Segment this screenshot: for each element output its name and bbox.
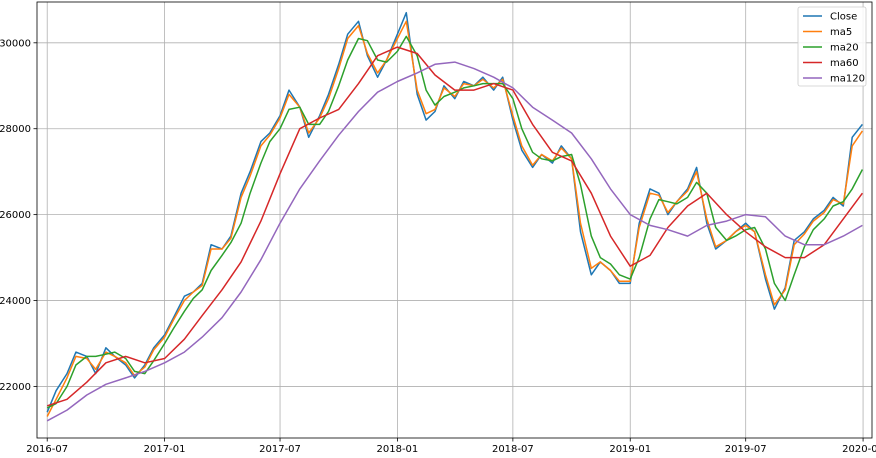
legend-label: ma5	[830, 27, 852, 38]
legend-box	[797, 6, 867, 87]
legend-label: ma120	[830, 74, 865, 85]
x-tick-label: 2016-07	[26, 444, 68, 455]
y-axis: 22000 24000 26000 28000 30000	[0, 38, 37, 393]
series-line-ma60	[46, 46, 864, 407]
legend: Close ma5 ma20 ma60 ma120	[797, 6, 867, 87]
plot-frame	[36, 1, 873, 439]
legend-label: Close	[830, 12, 857, 23]
series-layer	[46, 11, 864, 422]
x-tick-label: 2017-07	[259, 444, 301, 455]
x-tick-label: 2019-07	[725, 444, 767, 455]
x-tick-label: 2017-01	[144, 444, 186, 455]
legend-label: ma60	[830, 58, 859, 69]
y-tick-label: 22000	[0, 382, 31, 393]
x-tick-label: 2018-07	[492, 444, 534, 455]
series-line-ma120	[46, 61, 863, 422]
x-tick-label: 2020-01	[842, 444, 876, 455]
x-tick-label: 2019-01	[609, 444, 651, 455]
y-tick-label: 28000	[0, 124, 31, 135]
y-tick-label: 24000	[0, 296, 31, 307]
grid	[37, 2, 872, 438]
y-tick-label: 30000	[0, 38, 31, 49]
y-tick-label: 26000	[0, 210, 31, 221]
series-line-ma20	[46, 35, 864, 409]
x-axis: 2016-07 2017-01 2017-07 2018-01 2018-07 2019-…	[26, 438, 876, 455]
x-tick-label: 2018-01	[377, 444, 419, 455]
legend-label: ma20	[830, 43, 859, 54]
